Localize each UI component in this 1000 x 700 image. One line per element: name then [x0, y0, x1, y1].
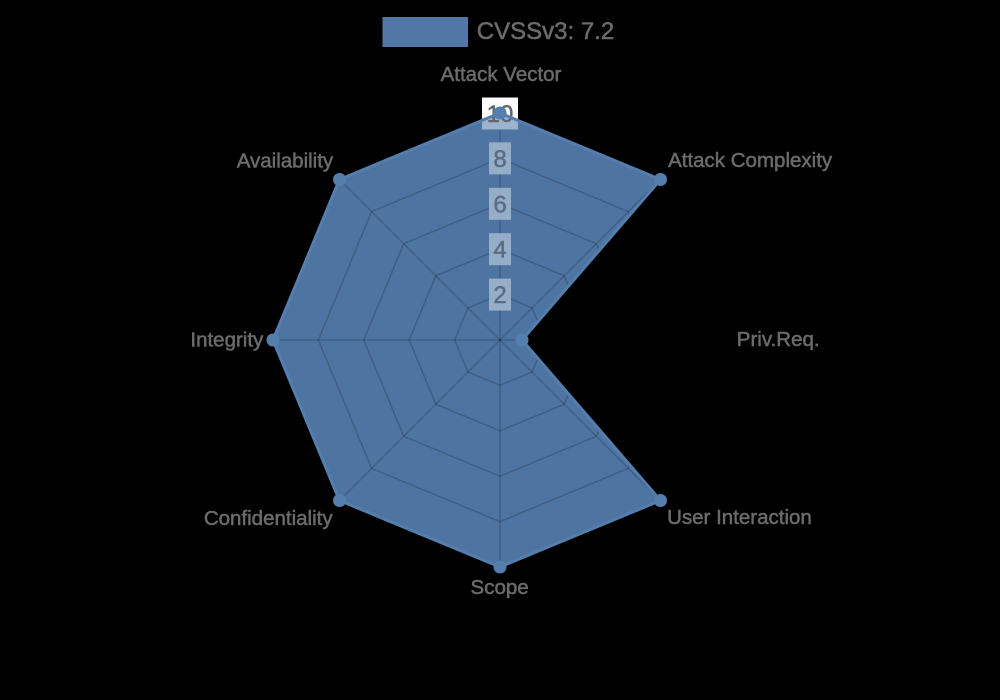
- svg-text:Availability: Availability: [237, 150, 334, 173]
- svg-text:CVSSv3: 7.2: CVSSv3: 7.2: [477, 18, 614, 45]
- svg-text:4: 4: [493, 237, 506, 264]
- svg-text:Scope: Scope: [471, 576, 529, 599]
- svg-text:Priv.Req.: Priv.Req.: [737, 328, 820, 351]
- svg-text:Confidentiality: Confidentiality: [204, 507, 334, 530]
- svg-text:2: 2: [493, 282, 506, 309]
- svg-text:Attack Vector: Attack Vector: [441, 63, 562, 86]
- svg-text:Attack Complexity: Attack Complexity: [668, 149, 833, 172]
- svg-text:8: 8: [493, 146, 506, 173]
- svg-text:Integrity: Integrity: [190, 328, 264, 351]
- svg-text:6: 6: [493, 191, 506, 218]
- svg-text:User Interaction: User Interaction: [667, 506, 812, 529]
